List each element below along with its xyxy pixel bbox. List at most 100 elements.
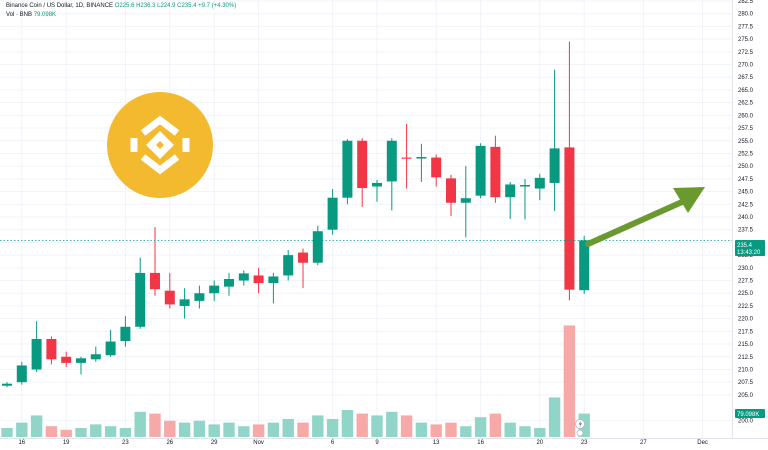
volume-bar — [341, 410, 354, 437]
current-price-tag: 235.4 13:43:20 — [735, 240, 765, 256]
candle-body — [164, 290, 175, 305]
x-tick-label: Dec — [697, 440, 708, 446]
candle-body — [120, 326, 131, 342]
y-tick-label: 257.5 — [738, 126, 754, 132]
y-tick-label: 270.0 — [738, 63, 754, 69]
y-tick-label: 265.0 — [738, 88, 754, 94]
volume-bar — [415, 422, 428, 437]
x-tick-label: 23 — [581, 440, 588, 446]
y-tick-label: 242.5 — [738, 202, 754, 208]
volume-bar — [519, 426, 531, 437]
y-tick-label: 255.0 — [738, 139, 754, 145]
candle-body — [490, 146, 501, 198]
volume-bar — [1, 428, 13, 437]
candle-body — [298, 252, 308, 263]
candle-body — [224, 279, 234, 287]
volume-bar — [30, 415, 43, 437]
volume-bar — [563, 325, 576, 437]
candle-body — [372, 182, 382, 187]
x-tick-label: 9 — [375, 440, 379, 446]
y-tick-label: 227.5 — [738, 279, 754, 285]
volume-bar — [326, 419, 339, 437]
price-axis[interactable]: 200.0 205.0 207.5 210.0 212.5 215.0 217.5 220.0… — [732, 0, 754, 438]
candle-body — [520, 184, 530, 187]
volume-bar — [193, 420, 206, 437]
candle-body — [342, 140, 353, 198]
candle-body — [179, 299, 190, 306]
volume-bar — [75, 428, 87, 437]
x-tick-label: 29 — [211, 440, 218, 446]
candle-body — [31, 338, 42, 370]
volume-bar — [534, 428, 546, 437]
volume-bar — [45, 426, 58, 437]
y-tick-label: 210.0 — [738, 367, 754, 373]
volume-bar — [312, 415, 324, 437]
y-tick-label: 230.0 — [738, 266, 754, 272]
candle-body — [564, 147, 575, 290]
open-value: O225.6 — [114, 3, 135, 9]
y-tick-label: 245.0 — [738, 190, 754, 196]
y-tick-label: 247.5 — [738, 177, 754, 183]
bnb-logo-icon — [107, 92, 213, 198]
candle-body — [76, 358, 86, 363]
y-tick-label: 222.5 — [738, 304, 754, 310]
candle-body — [2, 383, 12, 386]
volume-bar — [238, 426, 250, 437]
candle-body — [549, 148, 560, 183]
volume-header-value: 79.098K — [33, 12, 57, 18]
volume-bar — [104, 426, 117, 437]
volume-bar — [430, 424, 442, 437]
volume-bar — [208, 424, 220, 437]
candle-body — [401, 157, 412, 159]
candle-body — [579, 240, 590, 291]
volume-bar — [400, 415, 413, 437]
change-value: +9.7 (+4.30%) — [198, 3, 237, 9]
volume-bar — [267, 422, 280, 437]
candle-body — [283, 255, 294, 276]
y-tick-label: 272.5 — [738, 50, 754, 56]
volume-bar — [282, 419, 294, 437]
time-axis[interactable]: 16 19 23 26 29 Nov 6 9 13 16 20 23 27 Dec — [0, 438, 768, 447]
candle-body — [534, 177, 545, 189]
x-tick-label: 26 — [166, 440, 173, 446]
x-tick-label: Nov — [253, 440, 264, 446]
current-price-value: 235.4 — [737, 243, 753, 249]
x-tick-label: 19 — [63, 440, 70, 446]
volume-bar — [149, 413, 161, 437]
lightning-icon[interactable] — [575, 419, 585, 437]
volume-bar — [460, 426, 472, 437]
candle-body — [386, 140, 397, 182]
candle-body — [105, 341, 116, 356]
volume-bar — [548, 397, 561, 437]
volume-bar — [371, 415, 383, 437]
volume-bar — [60, 429, 72, 437]
y-tick-label: 212.5 — [738, 355, 754, 361]
candle-body — [505, 184, 516, 198]
y-tick-label: 280.0 — [738, 12, 754, 18]
volume-bar — [90, 424, 102, 437]
y-tick-label: 282.5 — [738, 0, 754, 5]
y-tick-label: 275.0 — [738, 37, 754, 43]
grid — [0, 0, 732, 438]
y-tick-label: 205.0 — [738, 393, 754, 399]
volume-bar — [119, 428, 132, 437]
x-tick-label: 23 — [122, 440, 129, 446]
candle-body — [238, 273, 249, 281]
y-tick-label: 252.5 — [738, 151, 754, 157]
candle-body — [268, 276, 279, 284]
y-tick-label: 260.0 — [738, 113, 754, 119]
y-tick-label: 200.0 — [738, 418, 754, 424]
volume-tag: 79.098K — [735, 409, 765, 418]
volume-bar — [178, 422, 191, 437]
volume-bar — [474, 417, 487, 437]
y-tick-label: 217.5 — [738, 329, 754, 335]
candle-body — [46, 338, 57, 360]
volume-bar — [16, 422, 28, 437]
volume-bar — [134, 411, 146, 437]
candle-body — [416, 157, 427, 159]
candle-body — [194, 293, 205, 301]
y-tick-label: 225.0 — [738, 291, 754, 297]
candle-body — [253, 275, 264, 284]
candle-body — [312, 231, 323, 263]
